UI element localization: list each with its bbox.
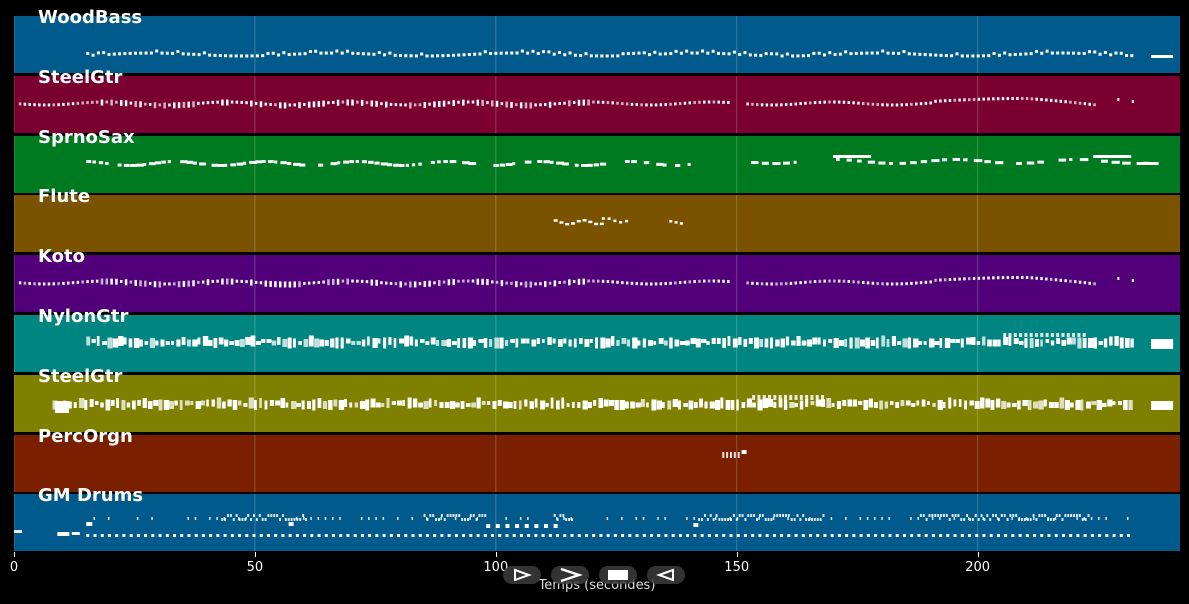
tick-label: 150 bbox=[724, 560, 750, 575]
rewind-icon bbox=[656, 568, 674, 582]
play-button[interactable] bbox=[503, 566, 541, 584]
tick-label: 50 bbox=[246, 560, 264, 575]
note-lane bbox=[14, 135, 1159, 193]
track-woodbass[interactable]: WoodBass bbox=[14, 7, 1180, 73]
track-percorgn[interactable]: PercOrgn bbox=[14, 426, 1180, 492]
stop-button[interactable] bbox=[599, 566, 637, 584]
track-steelgtr[interactable]: SteelGtr bbox=[14, 366, 1180, 432]
tick-mark bbox=[14, 552, 15, 557]
tick-mark bbox=[977, 552, 979, 557]
tick-mark bbox=[736, 552, 738, 557]
note-lane bbox=[14, 75, 1134, 133]
track-label: NylonGtr bbox=[38, 306, 129, 327]
track-label: SteelGtr bbox=[38, 365, 123, 387]
tick-mark bbox=[495, 552, 497, 557]
track-nylongtr[interactable]: NylonGtr bbox=[14, 306, 1180, 372]
note-lane bbox=[14, 374, 1174, 432]
note-lane bbox=[14, 494, 1130, 552]
note-lane bbox=[14, 434, 979, 492]
track-sprnosax[interactable]: SprnoSax bbox=[14, 127, 1180, 193]
track-flute[interactable]: Flute bbox=[14, 186, 1180, 253]
stop-icon bbox=[608, 570, 628, 580]
track-label: GM Drums bbox=[38, 485, 144, 507]
note-lane bbox=[14, 315, 1174, 372]
rewind-button[interactable] bbox=[647, 566, 685, 584]
play-icon bbox=[514, 568, 532, 582]
track-label: SteelGtr bbox=[38, 66, 123, 88]
track-steelgtr[interactable]: SteelGtr bbox=[14, 67, 1180, 133]
note-lane bbox=[14, 255, 1134, 313]
tick-label: 100 bbox=[483, 560, 509, 575]
tick-label: 200 bbox=[965, 560, 991, 575]
track-koto[interactable]: Koto bbox=[14, 246, 1180, 313]
playback-controls bbox=[503, 566, 687, 586]
track-gm-drums[interactable]: GM Drums bbox=[14, 485, 1180, 552]
track-label: SprnoSax bbox=[38, 126, 135, 148]
fast-forward-button[interactable] bbox=[551, 566, 589, 584]
tick-label: 0 bbox=[9, 560, 19, 575]
track-label: WoodBass bbox=[38, 7, 143, 28]
note-lane bbox=[14, 195, 979, 253]
tick-mark bbox=[254, 552, 256, 557]
track-label: Flute bbox=[38, 186, 91, 208]
track-label: Koto bbox=[38, 246, 85, 268]
track-label: PercOrgn bbox=[38, 425, 133, 447]
note-lane bbox=[14, 16, 1174, 73]
fast-forward-icon bbox=[560, 567, 583, 583]
